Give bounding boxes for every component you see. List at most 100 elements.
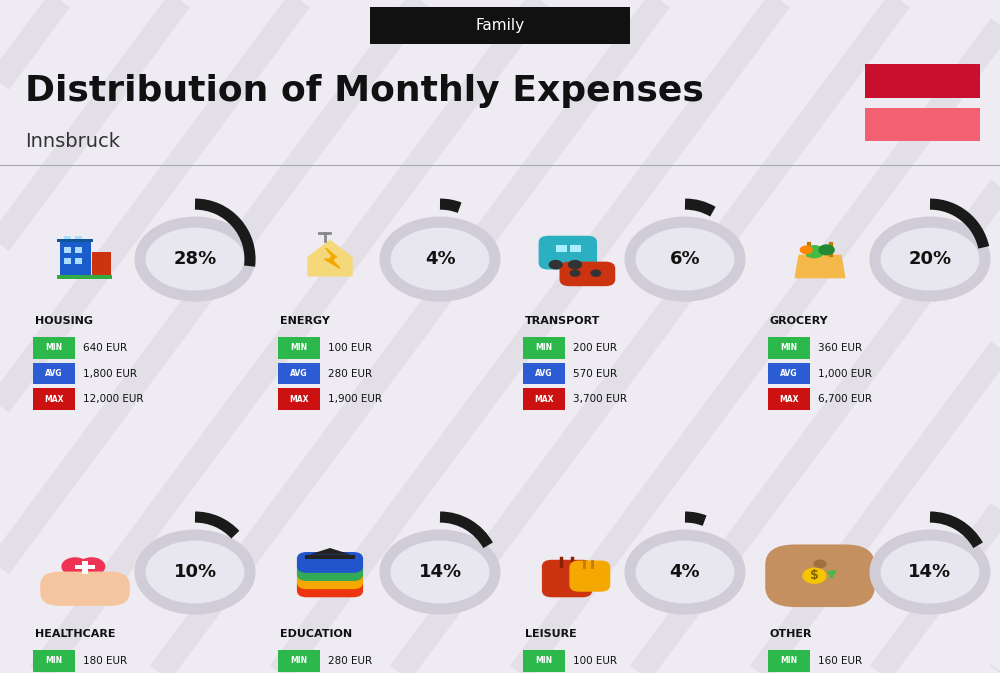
Text: 1,800 EUR: 1,800 EUR <box>83 369 137 378</box>
Text: TRANSPORT: TRANSPORT <box>525 316 600 326</box>
Text: 28%: 28% <box>173 250 217 268</box>
Text: MAX: MAX <box>534 394 554 404</box>
FancyBboxPatch shape <box>523 337 565 359</box>
Text: 570 EUR: 570 EUR <box>573 369 617 378</box>
FancyBboxPatch shape <box>768 650 810 672</box>
FancyBboxPatch shape <box>33 363 75 384</box>
Text: 10%: 10% <box>173 563 217 581</box>
Circle shape <box>813 559 827 568</box>
Text: ENERGY: ENERGY <box>280 316 330 326</box>
FancyBboxPatch shape <box>523 388 565 410</box>
Polygon shape <box>795 256 845 278</box>
FancyBboxPatch shape <box>542 560 592 598</box>
Circle shape <box>385 535 495 609</box>
Text: Distribution of Monthly Expenses: Distribution of Monthly Expenses <box>25 74 704 108</box>
Circle shape <box>78 557 105 576</box>
Circle shape <box>590 269 601 277</box>
FancyBboxPatch shape <box>64 236 71 242</box>
FancyBboxPatch shape <box>278 388 320 410</box>
Text: AVG: AVG <box>780 369 798 378</box>
FancyBboxPatch shape <box>278 650 320 672</box>
FancyBboxPatch shape <box>33 650 75 672</box>
Polygon shape <box>63 568 104 587</box>
Circle shape <box>802 567 827 584</box>
Text: Innsbruck: Innsbruck <box>25 132 120 151</box>
Text: 1,000 EUR: 1,000 EUR <box>818 369 872 378</box>
FancyBboxPatch shape <box>765 544 875 607</box>
Text: 180 EUR: 180 EUR <box>83 656 127 666</box>
Text: MIN: MIN <box>780 343 798 353</box>
Circle shape <box>568 260 582 269</box>
FancyBboxPatch shape <box>569 561 610 592</box>
FancyBboxPatch shape <box>297 568 363 589</box>
Text: MAX: MAX <box>44 394 64 404</box>
FancyBboxPatch shape <box>64 247 71 253</box>
Polygon shape <box>324 248 340 269</box>
Polygon shape <box>308 241 352 276</box>
Circle shape <box>570 269 581 277</box>
Text: 200 EUR: 200 EUR <box>573 343 617 353</box>
FancyBboxPatch shape <box>297 576 363 598</box>
Circle shape <box>818 244 835 256</box>
Text: MIN: MIN <box>45 656 63 666</box>
Text: AVG: AVG <box>290 369 308 378</box>
Text: HEALTHCARE: HEALTHCARE <box>35 629 116 639</box>
FancyBboxPatch shape <box>556 245 567 252</box>
FancyBboxPatch shape <box>82 561 88 574</box>
FancyBboxPatch shape <box>60 242 90 276</box>
FancyBboxPatch shape <box>768 388 810 410</box>
FancyBboxPatch shape <box>278 363 320 384</box>
Text: MIN: MIN <box>290 656 308 666</box>
FancyBboxPatch shape <box>570 245 581 252</box>
Circle shape <box>805 245 824 258</box>
Text: Family: Family <box>475 17 525 33</box>
Text: 160 EUR: 160 EUR <box>818 656 862 666</box>
Circle shape <box>875 535 985 609</box>
Circle shape <box>800 246 813 254</box>
Text: $: $ <box>810 569 819 582</box>
Circle shape <box>140 222 250 296</box>
FancyBboxPatch shape <box>865 64 980 98</box>
FancyBboxPatch shape <box>560 262 615 286</box>
FancyBboxPatch shape <box>75 565 95 569</box>
Text: OTHER: OTHER <box>770 629 812 639</box>
Text: 3,700 EUR: 3,700 EUR <box>573 394 627 404</box>
Polygon shape <box>309 548 351 555</box>
FancyBboxPatch shape <box>865 108 980 141</box>
Text: MIN: MIN <box>535 656 553 666</box>
Text: 14%: 14% <box>418 563 462 581</box>
Circle shape <box>61 557 89 576</box>
Text: MAX: MAX <box>289 394 309 404</box>
Text: 6%: 6% <box>670 250 700 268</box>
Text: MAX: MAX <box>779 394 799 404</box>
FancyBboxPatch shape <box>370 7 630 44</box>
FancyBboxPatch shape <box>57 275 112 279</box>
Text: 20%: 20% <box>908 250 952 268</box>
FancyBboxPatch shape <box>33 337 75 359</box>
Text: MIN: MIN <box>780 656 798 666</box>
Text: 1,900 EUR: 1,900 EUR <box>328 394 382 404</box>
FancyBboxPatch shape <box>305 555 355 559</box>
FancyBboxPatch shape <box>75 247 82 253</box>
Text: 100 EUR: 100 EUR <box>328 343 372 353</box>
FancyBboxPatch shape <box>278 337 320 359</box>
Text: 14%: 14% <box>908 563 952 581</box>
Circle shape <box>630 535 740 609</box>
FancyBboxPatch shape <box>92 252 111 276</box>
FancyBboxPatch shape <box>297 560 363 581</box>
Text: GROCERY: GROCERY <box>770 316 829 326</box>
Text: 100 EUR: 100 EUR <box>573 656 617 666</box>
Text: HOUSING: HOUSING <box>35 316 93 326</box>
Text: 280 EUR: 280 EUR <box>328 656 372 666</box>
Text: LEISURE: LEISURE <box>525 629 577 639</box>
FancyBboxPatch shape <box>297 552 363 573</box>
Circle shape <box>630 222 740 296</box>
Circle shape <box>385 222 495 296</box>
Circle shape <box>549 260 563 269</box>
FancyBboxPatch shape <box>768 337 810 359</box>
FancyBboxPatch shape <box>40 571 130 606</box>
FancyBboxPatch shape <box>57 239 93 242</box>
Text: 12,000 EUR: 12,000 EUR <box>83 394 144 404</box>
Text: 4%: 4% <box>670 563 700 581</box>
FancyBboxPatch shape <box>768 363 810 384</box>
